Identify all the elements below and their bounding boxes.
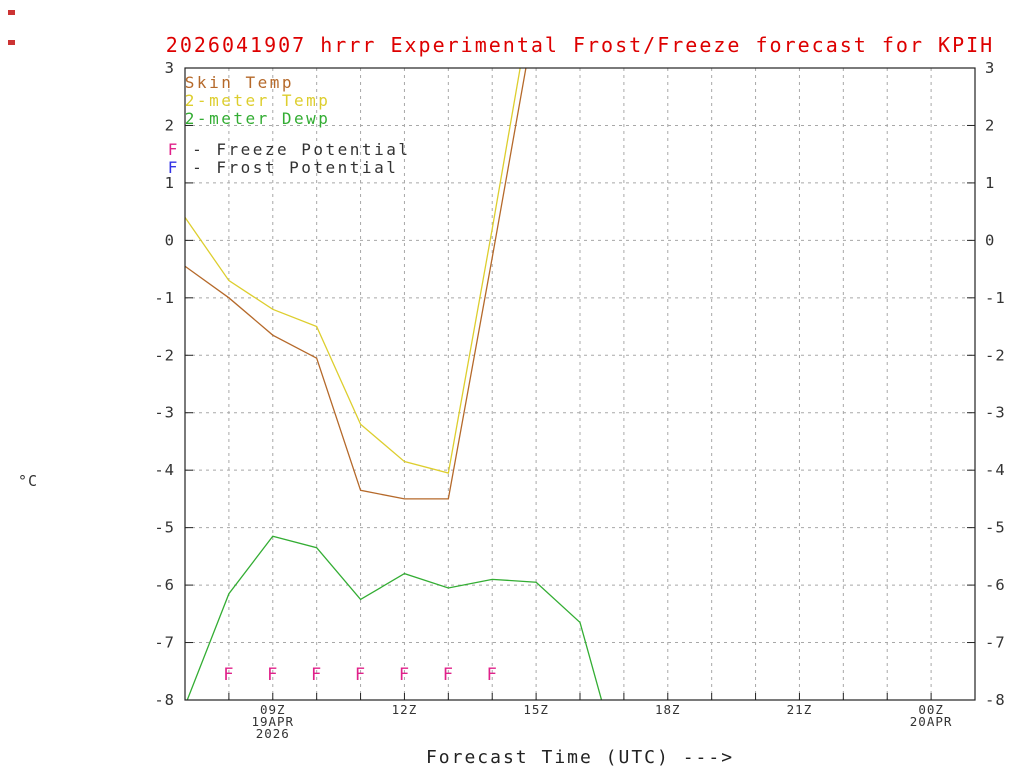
svg-text:2: 2 <box>165 116 175 134</box>
svg-text:-8: -8 <box>154 691 175 709</box>
svg-text:21Z: 21Z <box>787 702 813 717</box>
svg-text:-1: -1 <box>154 289 175 307</box>
chart-title: 2026041907 hrrr Experimental Frost/Freez… <box>165 33 995 57</box>
svg-text:F: F <box>223 665 234 685</box>
corner-mark <box>8 40 15 45</box>
svg-text:-7: -7 <box>985 634 1006 652</box>
svg-text:-6: -6 <box>154 576 175 594</box>
x-axis-label: Forecast Time (UTC) ---> <box>425 747 735 768</box>
y-axis-tick-labels: 3 3 2 2 1 1 0 0 -1 -1 -2 -2 -3 -3 -4 -4 -5 -5 -6 -6 -7 -7 -8 -8 <box>154 59 1006 709</box>
svg-text:0: 0 <box>985 231 995 249</box>
svg-text:20APR: 20APR <box>910 714 953 729</box>
svg-text:-6: -6 <box>985 576 1006 594</box>
corner-mark <box>8 10 15 15</box>
legend-item-freeze-potential: F - Freeze Potential <box>95 123 410 159</box>
legend-item-skin-temp: Skin Temp <box>95 56 410 92</box>
svg-text:2: 2 <box>985 116 995 134</box>
svg-text:3: 3 <box>165 59 175 77</box>
legend-label-2m-dewp: 2-meter Dewp <box>184 109 331 128</box>
svg-text:-4: -4 <box>154 461 175 479</box>
plot-frame <box>184 67 976 701</box>
series-skin-temp <box>185 68 527 500</box>
svg-text:15Z: 15Z <box>523 702 549 717</box>
svg-text:-5: -5 <box>154 519 175 537</box>
svg-text:F: F <box>487 665 498 685</box>
svg-text:-3: -3 <box>154 404 175 422</box>
svg-text:-4: -4 <box>985 461 1006 479</box>
legend-item-frost-potential: F - Frost Potential <box>95 141 410 177</box>
svg-text:19APR: 19APR <box>251 714 294 729</box>
frost-potential-symbol: F <box>167 158 180 177</box>
y-axis-unit-label: °C <box>18 472 39 490</box>
svg-text:F: F <box>311 665 322 685</box>
freeze-potential-symbol: F <box>167 140 180 159</box>
svg-text:09Z: 09Z <box>260 702 286 717</box>
svg-text:F: F <box>443 665 454 685</box>
svg-text:-5: -5 <box>985 519 1006 537</box>
svg-text:12Z: 12Z <box>392 702 418 717</box>
svg-text:3: 3 <box>985 59 995 77</box>
svg-text:F: F <box>399 665 410 685</box>
series-2-meter-dewp <box>186 535 603 700</box>
series-2-meter-temp <box>185 68 521 474</box>
gridlines <box>185 68 975 700</box>
svg-text:F: F <box>267 665 278 685</box>
frost-potential-label: - Frost Potential <box>179 158 399 177</box>
svg-text:18Z: 18Z <box>655 702 681 717</box>
legend: Skin Temp 2-meter Temp 2-meter Dewp F - … <box>95 56 410 177</box>
svg-text:1: 1 <box>165 174 175 192</box>
svg-text:-2: -2 <box>985 346 1006 364</box>
svg-text:-8: -8 <box>985 691 1006 709</box>
legend-item-2m-temp: 2-meter Temp <box>95 74 410 110</box>
freeze-potential-label: - Freeze Potential <box>179 140 411 159</box>
svg-text:-7: -7 <box>154 634 175 652</box>
legend-label-2m-temp: 2-meter Temp <box>184 91 331 110</box>
svg-text:-1: -1 <box>985 289 1006 307</box>
svg-text:1: 1 <box>985 174 995 192</box>
svg-text:-3: -3 <box>985 404 1006 422</box>
svg-text:00Z: 00Z <box>918 702 944 717</box>
svg-text:F: F <box>355 665 366 685</box>
svg-text:0: 0 <box>165 231 175 249</box>
svg-text:-2: -2 <box>154 346 175 364</box>
legend-item-2m-dewp: 2-meter Dewp <box>95 92 410 128</box>
legend-label-skin-temp: Skin Temp <box>184 73 294 92</box>
svg-text:2026: 2026 <box>256 726 290 741</box>
